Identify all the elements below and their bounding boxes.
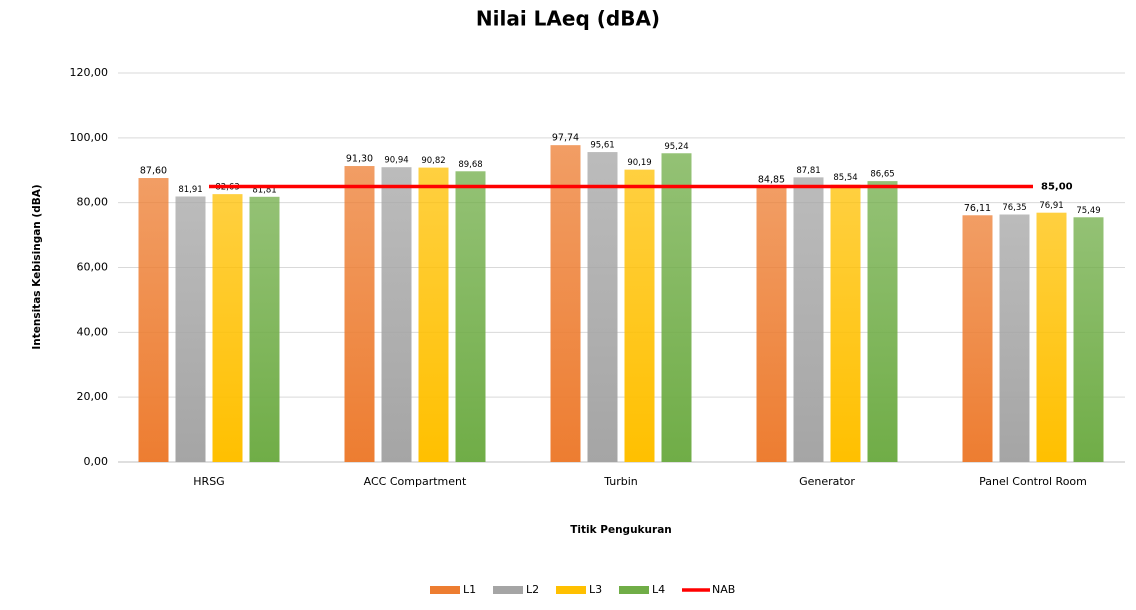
value-label: 75,49 [1076,206,1100,216]
value-label: 85,54 [833,173,857,183]
bar [661,153,692,462]
y-tick-label: 60,00 [77,261,109,274]
bar [793,177,824,462]
bar [1036,212,1067,462]
legend-label: L4 [652,583,665,596]
x-tick-label: ACC Compartment [364,475,467,488]
value-label: 90,94 [384,156,408,166]
x-tick-label: Panel Control Room [979,475,1087,488]
x-tick-label: HRSG [193,475,224,488]
value-label: 90,82 [421,156,445,166]
value-label: 81,91 [178,185,202,195]
legend-swatch [493,586,523,594]
chart-title: Nilai LAeq (dBA) [476,7,660,31]
value-label: 84,85 [758,174,785,185]
bar [1073,217,1104,462]
y-tick-label: 100,00 [70,131,109,144]
bar [249,196,280,462]
bar [418,167,449,462]
legend-swatch [430,586,460,594]
value-label: 91,30 [346,154,373,165]
value-label: 76,35 [1002,203,1026,213]
x-tick-label: Generator [799,475,855,488]
bar [175,196,206,462]
bar [138,178,169,462]
y-tick-label: 20,00 [77,390,109,403]
value-label: 89,68 [458,160,482,170]
legend-swatch [619,586,649,594]
value-label: 95,61 [590,141,614,151]
value-label: 76,11 [964,203,991,214]
value-label: 90,19 [627,158,651,168]
bar [756,186,787,462]
bar [381,167,412,463]
y-tick-label: 80,00 [77,196,109,209]
legend-swatch [556,586,586,594]
bar [999,214,1030,462]
bar [344,166,375,462]
legend-label: L1 [463,583,476,596]
value-label: 87,81 [796,166,820,176]
bar [550,145,581,463]
bar [624,169,655,462]
bar [962,215,993,462]
bar [830,184,861,463]
x-tick-label: Turbin [603,475,638,488]
bar [867,181,898,462]
y-tick-label: 120,00 [70,66,109,79]
y-tick-label: 0,00 [84,455,109,468]
legend-label: L2 [526,583,539,596]
value-label: 81,81 [252,185,276,195]
bar [455,171,486,462]
value-label: 85,00 [1041,181,1073,192]
bar [587,152,618,462]
bar [212,194,243,462]
value-label: 97,74 [552,133,579,144]
value-label: 87,60 [140,166,167,177]
value-label: 95,24 [664,142,688,152]
x-axis-label: Titik Pengukuran [570,524,672,536]
value-label: 86,65 [870,170,894,180]
y-tick-label: 40,00 [77,325,109,338]
legend-label: L3 [589,583,602,596]
legend-label: NAB [712,583,735,596]
value-label: 76,91 [1039,201,1063,211]
y-axis-label: Intensitas Kebisingan (dBA) [31,184,43,349]
